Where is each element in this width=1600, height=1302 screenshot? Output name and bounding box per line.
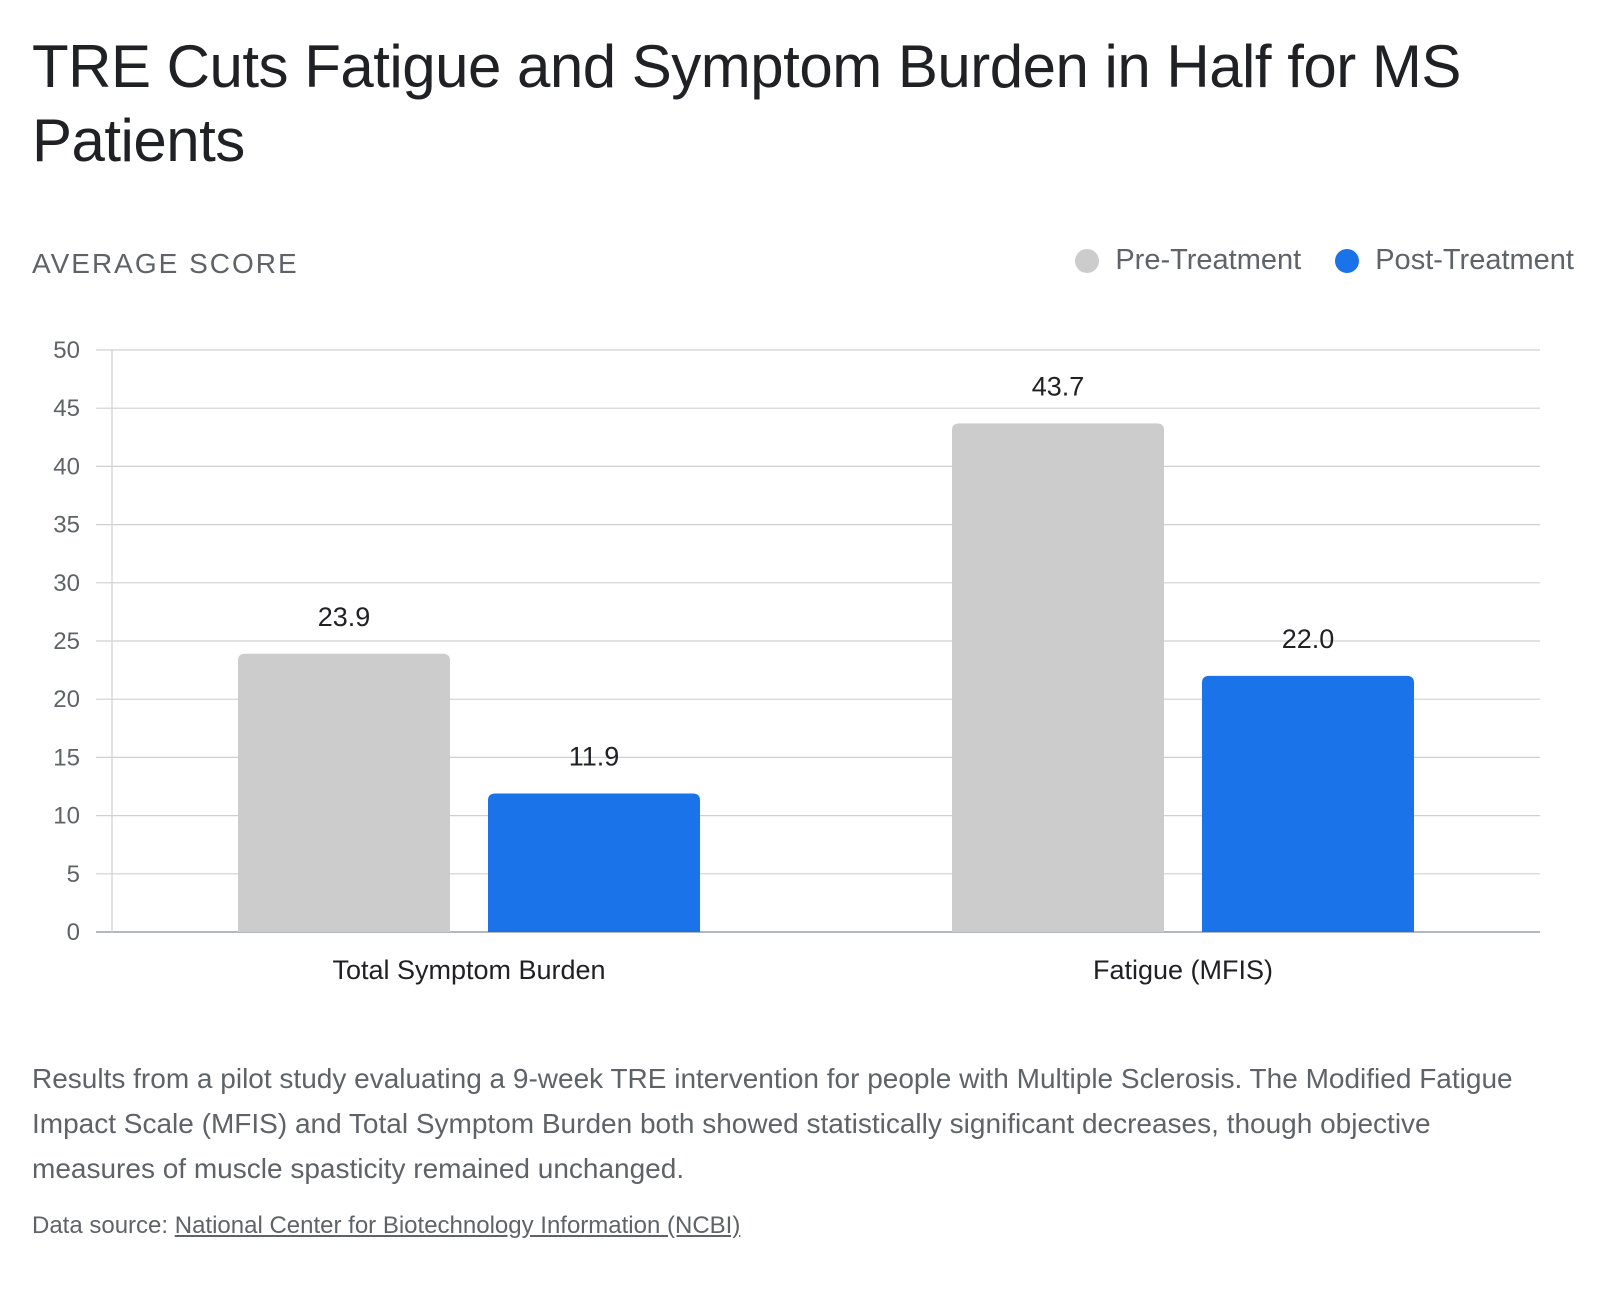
legend-label-pre-treatment: Pre-Treatment [1115,244,1302,276]
x-tick-label: Total Symptom Burden [332,955,605,985]
y-tick-label: 50 [53,337,80,364]
legend: Pre-Treatment Post-Treatment [1075,244,1574,277]
y-tick-label: 10 [53,803,80,830]
data-label: 22.0 [1282,624,1335,654]
data-source: Data source: National Center for Biotech… [32,1212,740,1240]
bar-chart: 0 5 10 15 20 25 30 35 40 45 50 23.9 11.9 Total Sympto… [53,337,1540,985]
chart-description: Results from a pilot study evaluating a … [32,1063,1513,1184]
y-tick-label: 45 [53,395,80,422]
y-tick-label: 25 [53,628,80,655]
x-tick-label: Fatigue (MFIS) [1093,955,1273,985]
data-label: 11.9 [569,741,620,771]
chart-title: TRE Cuts Fatigue and Symptom Burden in H… [32,33,1461,174]
bar [1202,675,1414,932]
data-source-link[interactable]: National Center for Biotechnology Inform… [174,1212,741,1239]
legend-swatch-pre-treatment [1075,248,1100,273]
y-tick-label: 15 [53,744,80,771]
bar [952,423,1164,932]
data-label: 23.9 [318,602,371,632]
legend-item-pre-treatment: Pre-Treatment [1075,244,1301,277]
data-label: 43.7 [1032,371,1085,401]
y-tick-label: 40 [53,453,80,480]
legend-swatch-post-treatment [1335,248,1360,273]
y-tick-label: 35 [53,512,80,539]
y-tick-label: 30 [53,570,80,597]
bar [238,653,450,932]
y-tick-label: 5 [67,861,80,888]
legend-item-post-treatment: Post-Treatment [1335,244,1574,277]
y-tick-label: 0 [67,919,80,946]
y-tick-label: 20 [53,686,80,713]
y-axis-title: AVERAGE SCORE [32,248,299,279]
legend-label-post-treatment: Post-Treatment [1375,244,1574,276]
bar [488,793,700,932]
data-source-prefix: Data source: [32,1212,175,1239]
